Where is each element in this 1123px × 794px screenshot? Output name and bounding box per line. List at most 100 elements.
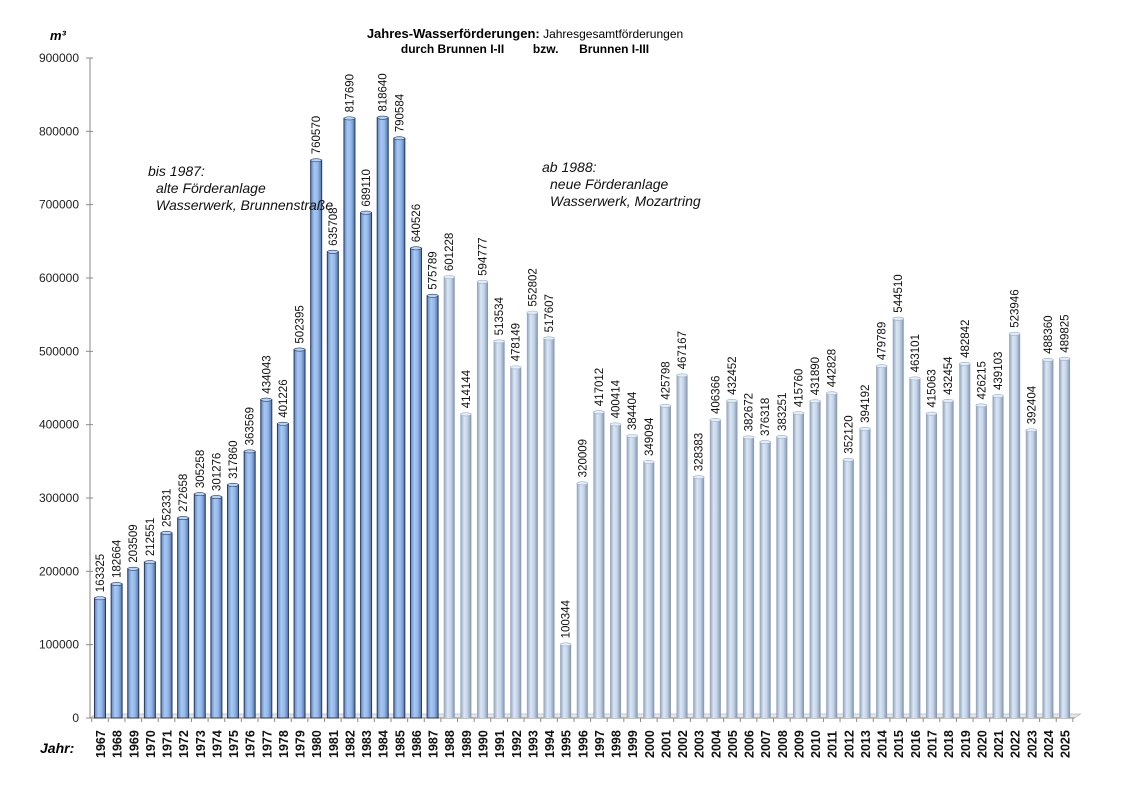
data-label-1969: 203509 bbox=[128, 524, 140, 562]
bar-cap-1979 bbox=[293, 347, 306, 352]
bar-1972 bbox=[177, 517, 190, 719]
data-label-1977: 434043 bbox=[261, 355, 273, 393]
data-label-2010: 431890 bbox=[810, 357, 822, 395]
x-tick-label-1976: 1976 bbox=[244, 730, 258, 758]
data-label-2020: 426215 bbox=[976, 361, 988, 399]
x-tick-label-1978: 1978 bbox=[277, 730, 291, 758]
x-tick-label-1977: 1977 bbox=[260, 730, 274, 758]
x-tick-label-2025: 2025 bbox=[1059, 730, 1073, 758]
y-tick-label: 700000 bbox=[39, 198, 79, 212]
bar-1992 bbox=[510, 367, 522, 718]
bar-1987 bbox=[426, 295, 439, 719]
y-tick-label: 0 bbox=[72, 711, 79, 725]
data-label-1974: 301276 bbox=[211, 453, 223, 491]
bar-cap-1970 bbox=[144, 560, 156, 565]
x-tick-label-1985: 1985 bbox=[393, 730, 407, 758]
bar-cap-2008 bbox=[776, 435, 788, 439]
x-tick-label-1974: 1974 bbox=[210, 730, 224, 758]
data-label-1976: 363569 bbox=[245, 407, 257, 445]
annotation-new-plant: ab 1988: neue Förderanlage Wasserwerk, M… bbox=[542, 159, 701, 210]
bar-2011 bbox=[826, 393, 838, 718]
data-label-1994: 517607 bbox=[544, 294, 556, 332]
y-tick-label: 500000 bbox=[39, 344, 79, 358]
x-tick-label-1983: 1983 bbox=[360, 730, 374, 758]
data-label-1980: 760570 bbox=[311, 116, 323, 154]
x-tick-label-1971: 1971 bbox=[161, 730, 175, 758]
annotation-new-line-1: ab 1988: bbox=[542, 159, 597, 175]
bar-cap-2000 bbox=[642, 460, 655, 464]
bar-1980 bbox=[310, 159, 323, 719]
x-tick-label-1994: 1994 bbox=[543, 730, 557, 758]
bar-1976 bbox=[243, 450, 256, 719]
x-tick-label-2003: 2003 bbox=[693, 730, 707, 758]
bar-2001 bbox=[659, 405, 671, 718]
x-tick-label-1995: 1995 bbox=[560, 730, 574, 758]
bar-cap-1988 bbox=[443, 275, 456, 279]
bar-2000 bbox=[643, 461, 655, 718]
data-label-2013: 394192 bbox=[860, 385, 872, 423]
data-label-1998: 400414 bbox=[611, 379, 623, 418]
bar-1981 bbox=[326, 251, 339, 719]
x-tick-label-1986: 1986 bbox=[410, 730, 424, 758]
x-tick-label-1984: 1984 bbox=[377, 730, 391, 758]
data-label-1985: 790584 bbox=[394, 93, 406, 132]
x-tick-label-2013: 2013 bbox=[859, 730, 873, 758]
x-tick-label-1973: 1973 bbox=[194, 730, 208, 758]
bar-cap-2016 bbox=[909, 376, 921, 381]
x-tick-label-2019: 2019 bbox=[959, 730, 973, 758]
x-tick-label-1996: 1996 bbox=[576, 730, 590, 758]
x-tick-label-2010: 2010 bbox=[809, 730, 823, 758]
data-label-1981: 635708 bbox=[328, 207, 340, 245]
annotation-old-line-1: bis 1987: bbox=[148, 163, 205, 179]
chart-title-main: Jahres-Wasserförderungen: bbox=[366, 26, 540, 41]
bar-cap-2013 bbox=[859, 427, 871, 431]
bar-cap-1983 bbox=[360, 210, 372, 215]
bar-cap-2020 bbox=[975, 403, 988, 408]
bar-1997 bbox=[593, 412, 605, 718]
bar-1985 bbox=[393, 137, 406, 719]
bar-1993 bbox=[526, 312, 538, 718]
bar-1991 bbox=[493, 341, 505, 718]
bar-1998 bbox=[610, 424, 622, 718]
data-label-1990: 594777 bbox=[477, 237, 489, 275]
bar-2018 bbox=[942, 400, 954, 718]
bar-2015 bbox=[892, 318, 904, 718]
bar-2006 bbox=[743, 437, 755, 718]
data-label-2015: 544510 bbox=[893, 274, 905, 312]
bar-2025 bbox=[1059, 358, 1071, 718]
bar-1969 bbox=[127, 568, 140, 719]
x-tick-label-1992: 1992 bbox=[510, 730, 524, 758]
x-tick-label-1972: 1972 bbox=[177, 730, 191, 758]
data-label-1992: 478149 bbox=[511, 323, 523, 361]
bar-cap-2010 bbox=[809, 399, 821, 404]
bar-cap-2011 bbox=[825, 391, 838, 396]
x-tick-label-2002: 2002 bbox=[676, 730, 690, 758]
annotation-old-line-2: alte Förderanlage bbox=[156, 180, 266, 196]
data-label-1970: 212551 bbox=[145, 518, 157, 556]
bar-cap-2022 bbox=[1008, 331, 1021, 336]
annotation-old-plant: bis 1987: alte Förderanlage Wasserwerk, … bbox=[148, 163, 333, 214]
bar-cap-2024 bbox=[1042, 357, 1054, 362]
subtitle-part-2: bzw. bbox=[532, 42, 559, 56]
bar-cap-2025 bbox=[1058, 356, 1071, 361]
bar-2003 bbox=[693, 477, 705, 718]
bar-2022 bbox=[1009, 333, 1021, 718]
y-axis-unit-label: m³ bbox=[50, 28, 66, 43]
data-label-1967: 163325 bbox=[95, 554, 107, 592]
x-tick-label-1981: 1981 bbox=[327, 730, 341, 758]
bar-cap-1974 bbox=[210, 495, 223, 499]
data-label-2022: 523946 bbox=[1010, 289, 1022, 327]
x-tick-label-1969: 1969 bbox=[127, 730, 141, 758]
bar-1999 bbox=[626, 436, 638, 718]
bar-cap-1980 bbox=[310, 158, 322, 163]
x-tick-label-2023: 2023 bbox=[1025, 730, 1039, 758]
data-label-2005: 432452 bbox=[727, 356, 739, 394]
data-label-1968: 182664 bbox=[112, 539, 124, 578]
bar-cap-1987 bbox=[426, 293, 439, 298]
data-label-1971: 252331 bbox=[162, 489, 174, 527]
bar-cap-2019 bbox=[958, 362, 971, 366]
bar-1982 bbox=[343, 117, 356, 719]
data-label-1993: 552802 bbox=[527, 268, 539, 306]
x-tick-label-2000: 2000 bbox=[643, 730, 657, 758]
bar-cap-1985 bbox=[393, 136, 406, 141]
